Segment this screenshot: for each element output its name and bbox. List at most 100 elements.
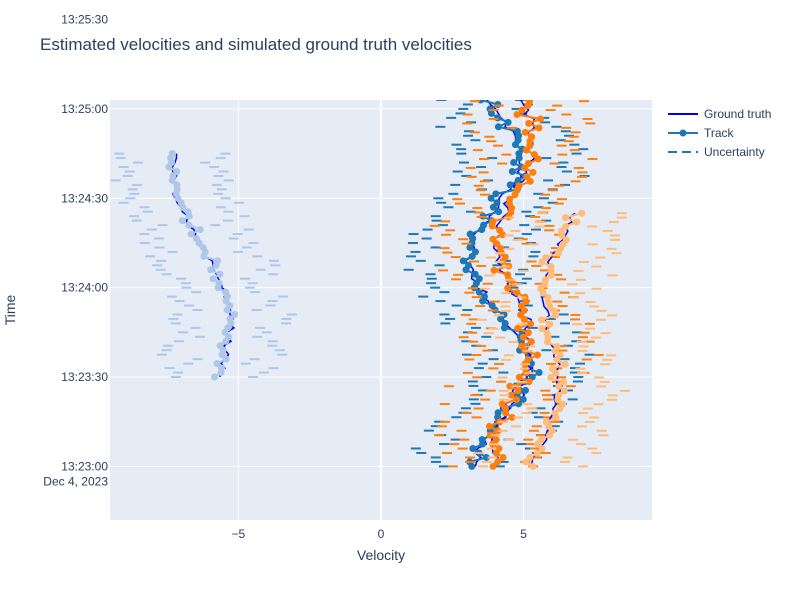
track-point: [533, 351, 541, 359]
track-point: [493, 199, 501, 207]
track-point: [541, 276, 549, 284]
track-point: [465, 261, 473, 269]
track-point: [525, 119, 533, 127]
y-tick-label: 13:23:00: [61, 459, 108, 473]
legend-marker-swatch: [679, 129, 687, 137]
track-point: [215, 279, 223, 287]
track-point: [559, 400, 567, 408]
track-point: [231, 310, 239, 318]
track-point: [199, 243, 207, 251]
track-point: [489, 217, 497, 225]
track-point: [168, 150, 176, 158]
track-point: [499, 453, 507, 461]
track-point: [556, 351, 564, 359]
track-point: [519, 395, 527, 403]
track-point: [542, 418, 550, 426]
track-point: [489, 235, 497, 243]
track-point: [494, 409, 502, 417]
track-point: [547, 262, 555, 270]
track-point: [538, 325, 546, 333]
track-point: [538, 258, 546, 266]
track-point: [490, 266, 498, 274]
track-point: [494, 123, 502, 131]
track-point: [466, 230, 474, 238]
track-point: [524, 329, 532, 337]
track-point: [475, 275, 483, 283]
track-point: [527, 338, 535, 346]
track-point: [514, 324, 522, 332]
track-point: [173, 181, 181, 189]
track-point: [537, 316, 545, 324]
track-point: [543, 329, 551, 337]
track-point: [553, 342, 561, 350]
track-point: [178, 217, 186, 225]
series-layer: [110, 100, 630, 470]
track-point: [489, 462, 497, 470]
track-point: [480, 293, 488, 301]
track-point: [519, 333, 527, 341]
track-point: [546, 320, 554, 328]
track-point: [494, 427, 502, 435]
x-axis-ticks: −5 0 5: [232, 527, 528, 541]
y-tick-date-label: Dec 4, 2023: [43, 474, 108, 488]
track-point: [559, 378, 567, 386]
track-point: [459, 257, 467, 265]
track-point: [214, 257, 222, 265]
track-point: [513, 127, 521, 135]
track-point: [222, 355, 230, 363]
track-point: [488, 302, 496, 310]
x-tick-label: −5: [232, 527, 246, 541]
track-point: [216, 270, 224, 278]
track-point: [187, 230, 195, 238]
track-point: [535, 369, 543, 377]
track-point: [518, 342, 526, 350]
track-point: [196, 226, 204, 234]
track-point: [486, 105, 494, 113]
track-point: [482, 453, 490, 461]
track-point: [492, 436, 500, 444]
track-point: [496, 226, 504, 234]
track-point: [578, 209, 586, 217]
track-point: [514, 387, 522, 395]
track-point: [487, 194, 495, 202]
track-point: [530, 151, 538, 159]
track-point: [525, 378, 533, 386]
track-point: [513, 289, 521, 297]
legend-item-ground-truth: Ground truth: [668, 107, 771, 121]
y-tick-label: 13:24:30: [61, 191, 108, 205]
track-point: [209, 275, 217, 283]
track-point: [560, 387, 568, 395]
y-axis-title: Time: [2, 294, 18, 325]
track-point: [226, 315, 234, 323]
track-point: [501, 253, 509, 261]
track-point: [485, 422, 493, 430]
track-point: [561, 214, 569, 222]
track-point: [515, 182, 523, 190]
track-point: [561, 360, 569, 368]
track-point: [537, 285, 545, 293]
track-point: [549, 365, 557, 373]
track-point: [517, 302, 525, 310]
track-point: [518, 106, 526, 114]
track-point: [506, 382, 514, 390]
y-tick-label: 13:23:30: [61, 370, 108, 384]
track-point: [218, 364, 226, 372]
track-point: [526, 453, 534, 461]
track-point: [207, 266, 215, 274]
track-point: [504, 284, 512, 292]
track-point: [521, 386, 529, 394]
track-point: [555, 391, 563, 399]
track-point: [533, 449, 541, 457]
track-point: [185, 221, 193, 229]
track-point: [551, 409, 559, 417]
track-point: [507, 391, 515, 399]
track-point: [522, 458, 530, 466]
track-point: [504, 271, 512, 279]
track-point: [471, 248, 479, 256]
y-tick-label: 13:25:30: [61, 13, 108, 27]
track-point: [192, 235, 200, 243]
track-point: [524, 355, 532, 363]
track-point: [216, 342, 224, 350]
